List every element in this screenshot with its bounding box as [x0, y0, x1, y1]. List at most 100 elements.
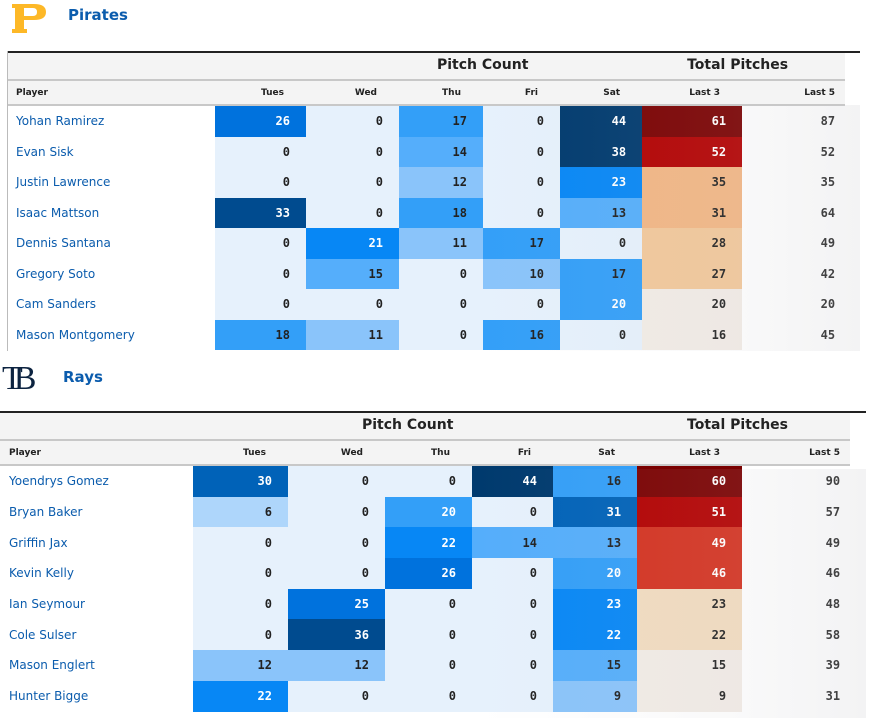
player-name-link[interactable]: Ian Seymour: [0, 588, 193, 620]
player-name-link[interactable]: Hunter Bigge: [0, 680, 193, 712]
last-3-total-cell: 27: [642, 258, 743, 289]
pitch-count-cell-tues: 33: [215, 197, 306, 228]
pitch-count-cell-tues: 0: [215, 228, 306, 259]
pitch-count-cell-thu: 0: [385, 465, 472, 497]
player-name-link[interactable]: Kevin Kelly: [0, 558, 193, 589]
last-5-total-cell: 90: [742, 465, 851, 497]
pitch-count-cell-fri: 0: [483, 289, 560, 320]
pitch-count-cell-thu: 0: [399, 319, 483, 350]
pitch-count-cell-wed: 0: [306, 136, 399, 167]
player-name-link[interactable]: Mason Englert: [0, 650, 193, 681]
pitch-count-cell-fri: 0: [472, 496, 553, 528]
pitch-count-cell-wed: 15: [306, 258, 399, 289]
pitch-count-cell-sat: 0: [560, 319, 643, 350]
column-header-fri[interactable]: Fri: [472, 440, 553, 466]
pitch-count-cell-fri: 0: [472, 619, 553, 651]
pitch-count-cell-sat: 13: [560, 197, 643, 228]
pitch-count-cell-thu: 0: [399, 289, 483, 320]
table-row: Dennis Santana 0 21 11 17 0 28 49: [7, 228, 846, 259]
last-3-total-cell: 22: [637, 619, 743, 651]
pitch-count-cell-tues: 0: [193, 527, 288, 559]
pitch-count-cell-tues: 0: [215, 289, 306, 320]
pitch-count-cell-thu: 0: [385, 650, 472, 681]
last-5-total-cell: 45: [742, 319, 846, 350]
table-row: Evan Sisk 0 0 14 0 38 52 52: [7, 136, 846, 167]
column-header-player[interactable]: Player: [7, 80, 215, 106]
pitch-count-cell-wed: 0: [288, 496, 385, 528]
column-header-last-5[interactable]: Last 5: [742, 80, 846, 106]
pitch-count-cell-thu: 11: [399, 228, 483, 259]
pitch-count-cell-fri: 44: [472, 465, 553, 497]
pitch-count-cell-fri: 16: [483, 319, 560, 350]
player-name-link[interactable]: Cam Sanders: [7, 289, 215, 320]
table-row: Griffin Jax 0 0 22 14 13 49 49: [0, 527, 851, 559]
last-5-total-cell: 49: [742, 228, 846, 259]
pitch-count-cell-wed: 0: [288, 558, 385, 589]
column-header-tues[interactable]: Tues: [215, 80, 306, 106]
last-3-total-cell: 49: [637, 527, 743, 559]
column-header-player[interactable]: Player: [0, 440, 193, 466]
column-header-thu[interactable]: Thu: [399, 80, 483, 106]
pitch-count-cell-fri: 0: [472, 650, 553, 681]
column-header-sat[interactable]: Sat: [553, 440, 638, 466]
last-5-total-cell: 39: [742, 650, 851, 681]
table-row: Cole Sulser 0 36 0 0 22 22 58: [0, 619, 851, 651]
column-header-wed[interactable]: Wed: [306, 80, 399, 106]
pitch-count-cell-fri: 0: [472, 680, 553, 712]
column-header-last-5[interactable]: Last 5: [742, 440, 851, 466]
team-header-pirates: Pirates: [10, 0, 310, 36]
player-name-link[interactable]: Cole Sulser: [0, 619, 193, 651]
column-header-last-3[interactable]: Last 3: [637, 440, 743, 466]
pitch-count-cell-fri: 0: [472, 588, 553, 620]
player-name-link[interactable]: Dennis Santana: [7, 228, 215, 259]
table-top-border: [7, 51, 860, 53]
column-header-last-3[interactable]: Last 3: [642, 80, 743, 106]
pitch-count-cell-sat: 16: [553, 465, 638, 497]
pitch-count-cell-tues: 0: [193, 619, 288, 651]
column-header-tues[interactable]: Tues: [193, 440, 288, 466]
player-name-link[interactable]: Justin Lawrence: [7, 167, 215, 198]
pitch-count-cell-thu: 12: [399, 167, 483, 198]
pitch-count-cell-fri: 17: [483, 228, 560, 259]
last-5-total-cell: 42: [742, 258, 846, 289]
pitch-count-cell-wed: 0: [306, 105, 399, 137]
pitch-count-cell-fri: 10: [483, 258, 560, 289]
pitch-count-cell-thu: 0: [385, 588, 472, 620]
table-row: Hunter Bigge 22 0 0 0 9 9 31: [0, 680, 851, 712]
pitch-table-pirates: Pitch Count Total Pitches Player Tues We…: [7, 51, 860, 351]
last-3-total-cell: 20: [642, 289, 743, 320]
table-left-border: [7, 51, 8, 351]
pitch-count-cell-wed: 0: [288, 527, 385, 559]
player-name-link[interactable]: Isaac Mattson: [7, 197, 215, 228]
player-name-link[interactable]: Evan Sisk: [7, 136, 215, 167]
table-top-border: [0, 411, 866, 413]
column-header-sat[interactable]: Sat: [560, 80, 643, 106]
player-name-link[interactable]: Gregory Soto: [7, 258, 215, 289]
player-name-link[interactable]: Yoendrys Gomez: [0, 465, 193, 497]
table-row: Bryan Baker 6 0 20 0 31 51 57: [0, 496, 851, 528]
rays-tb-logo-icon: TB: [2, 360, 37, 397]
team-header-rays: TB Rays: [0, 360, 300, 396]
pitch-count-cell-wed: 0: [306, 167, 399, 198]
pitch-count-cell-tues: 6: [193, 496, 288, 528]
pirates-p-logo-icon: [12, 4, 46, 33]
last-5-total-cell: 57: [742, 496, 851, 528]
pitch-count-cell-sat: 23: [553, 588, 638, 620]
pitch-count-cell-thu: 20: [385, 496, 472, 528]
table-row: Yoendrys Gomez 30 0 0 44 16 60 90: [0, 465, 851, 497]
group-header-label: Total Pitches: [687, 57, 789, 73]
player-name-link[interactable]: Griffin Jax: [0, 527, 193, 559]
pitch-count-cell-tues: 30: [193, 465, 288, 497]
last-3-total-cell: 23: [637, 588, 743, 620]
last-5-total-cell: 49: [742, 527, 851, 559]
pitch-count-cell-sat: 9: [553, 680, 638, 712]
column-header-thu[interactable]: Thu: [385, 440, 472, 466]
group-header-pitch-count: Pitch Count: [0, 411, 638, 441]
column-header-wed[interactable]: Wed: [288, 440, 385, 466]
pitch-count-cell-thu: 26: [385, 558, 472, 589]
player-name-link[interactable]: Mason Montgomery: [7, 319, 215, 350]
column-header-fri[interactable]: Fri: [483, 80, 560, 106]
player-name-link[interactable]: Bryan Baker: [0, 496, 193, 528]
player-name-link[interactable]: Yohan Ramirez: [7, 105, 215, 137]
pitch-count-cell-thu: 0: [399, 258, 483, 289]
